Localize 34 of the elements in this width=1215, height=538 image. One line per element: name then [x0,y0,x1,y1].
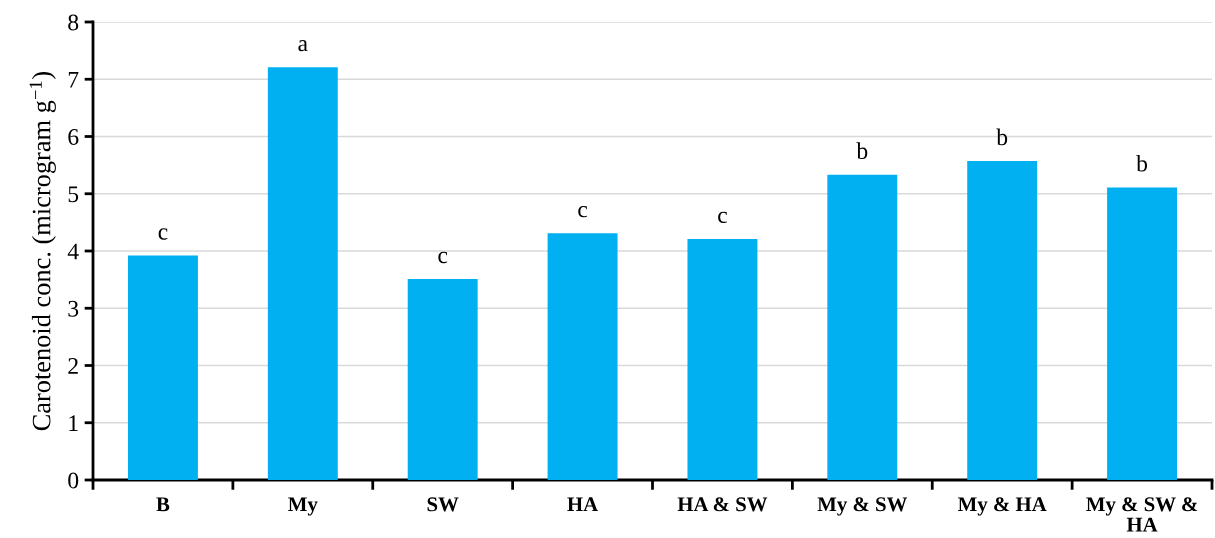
bar [547,233,618,480]
y-tick-label: 7 [68,71,79,88]
annotation: c [578,205,588,218]
x-tick-label: My & HA [957,497,1047,516]
y-tick-label: 2 [68,358,78,374]
bar [687,238,758,480]
bar [127,255,198,480]
bar [1107,187,1178,480]
x-tick-label: SW [427,497,459,512]
y-tick-label: 8 [68,14,79,31]
x-tick-label: My & SW [817,497,908,516]
y-tick-label: 6 [68,129,79,145]
y-tick-label: 3 [68,300,79,317]
bar [967,161,1038,480]
bar [267,67,338,480]
x-tick-label: My & SW & HA [1086,497,1198,532]
x-tick-label: B [156,497,170,512]
bar [827,174,898,480]
annotation: a [298,40,308,52]
annotation: c [718,211,727,224]
x-tick-label: My [288,497,318,516]
y-axis-title: Carotenoid conc. (microgram g$^{−1}$) [29,72,56,431]
x-tick-label: HA [567,497,599,512]
y-tick-label: 0 [68,472,79,489]
y-tick-label: 4 [67,243,79,260]
annotation: b [996,128,1008,146]
annotation: c [438,251,448,264]
y-tick-label: 5 [68,186,79,203]
x-tick-label: HA & SW [677,497,768,512]
annotation: b [1136,154,1148,172]
bar [407,279,478,480]
annotation: c [158,228,168,240]
annotation: b [856,142,868,159]
y-tick-label: 1 [69,415,78,431]
